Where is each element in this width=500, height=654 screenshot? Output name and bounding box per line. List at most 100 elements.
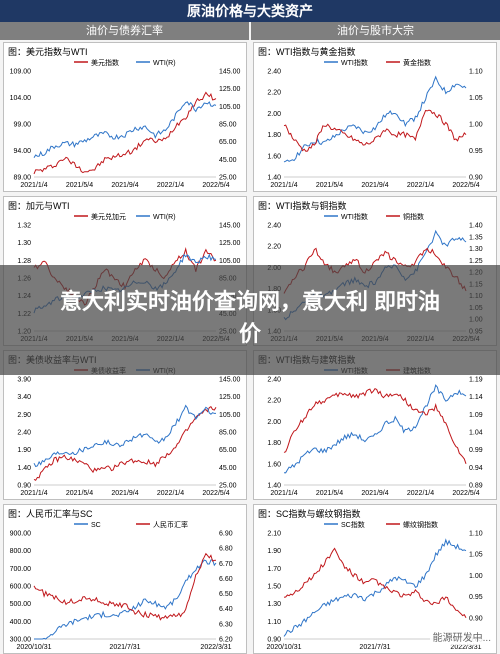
right-tick-label: 1.30 [469, 246, 483, 253]
left-tick-label: 2.20 [267, 90, 281, 97]
line-chart: WTI指数 黄金指数 1.40 1.60 1.80 2.00 2.20 2.40 0.90 0.9… [267, 58, 483, 189]
x-tick-label: 2022/5/4 [452, 182, 479, 189]
left-tick-label: 2.00 [267, 419, 281, 426]
right-tick-label: 1.04 [469, 430, 483, 437]
left-tick-label: 89.00 [13, 175, 31, 182]
legend-label: SC指数 [341, 520, 365, 529]
series-line-left [34, 559, 217, 640]
x-tick-label: 2021/5/4 [316, 490, 343, 497]
right-tick-label: 65.00 [219, 139, 237, 146]
series-line-left [33, 406, 217, 481]
legend-label: 美元兑加元 [91, 212, 126, 221]
page-title: 原油价格与大类资产 [0, 0, 500, 22]
left-tick-label: 1.40 [267, 175, 281, 182]
right-tick-label: 125.00 [219, 86, 241, 93]
x-tick-label: 2022/1/4 [407, 182, 434, 189]
line-chart: 美元指数 WTI(R) 89.00 94.00 99.00 104.00 109.00 25.… [10, 58, 241, 189]
x-tick-label: 2022/1/4 [407, 490, 434, 497]
x-tick-label: 2021/5/4 [316, 182, 343, 189]
right-tick-label: 6.20 [219, 637, 233, 644]
x-tick-label: 2021/1/4 [20, 490, 47, 497]
right-tick-label: 6.60 [219, 576, 233, 583]
left-tick-label: 3.40 [17, 394, 31, 401]
right-tick-label: 45.00 [219, 465, 237, 472]
right-tick-label: 1.00 [469, 573, 483, 580]
right-tick-label: 1.10 [469, 531, 483, 538]
right-tick-label: 1.14 [469, 394, 483, 401]
right-tick-label: 1.40 [469, 223, 483, 230]
legend-label: SC [91, 522, 101, 529]
right-tick-label: 1.09 [469, 412, 483, 419]
legend-label: WTI指数 [341, 58, 368, 67]
left-tick-label: 2.10 [267, 531, 281, 538]
left-tick-label: 1.70 [267, 566, 281, 573]
right-tick-label: 45.00 [219, 157, 237, 164]
chart-panel-p6: 图：WTI指数与建筑指数WTI指数建筑指数1.401.601.802.002.2… [253, 350, 497, 500]
x-tick-label: 2022/5/4 [202, 490, 229, 497]
line-chart: 美债收益率WTI(R)0.901.401.902.402.903.403.902… [17, 366, 241, 497]
series-line-left [33, 91, 217, 175]
right-tick-label: 125.00 [219, 394, 241, 401]
x-tick-label: 2022/5/4 [202, 182, 229, 189]
left-tick-label: 2.40 [267, 377, 281, 384]
chart-title: 图：加元与WTI [8, 201, 70, 211]
x-tick-label: 2021/5/4 [66, 490, 93, 497]
section-bonds-fx: 油价与债券汇率 [0, 22, 249, 40]
legend-label: WTI(R) [153, 60, 176, 67]
right-tick-label: 85.00 [219, 122, 237, 129]
legend-label: 人民币汇率 [153, 520, 188, 529]
left-tick-label: 1.10 [267, 619, 281, 626]
left-tick-label: 1.30 [267, 601, 281, 608]
left-tick-label: 1.60 [267, 153, 281, 160]
series-line-left [283, 384, 467, 474]
right-tick-label: 105.00 [219, 412, 241, 419]
x-tick-label: 2021/9/4 [361, 182, 388, 189]
left-tick-label: 2.40 [267, 69, 281, 76]
line-chart: SC 人民币汇率 300.00 400.00 500.00 600.00 700.00 800… [10, 520, 233, 651]
right-tick-label: 1.05 [469, 552, 483, 559]
right-tick-label: 145.00 [219, 69, 241, 76]
left-tick-label: 2.20 [267, 398, 281, 405]
right-tick-label: 1.10 [469, 69, 483, 76]
left-tick-label: 0.90 [267, 637, 281, 644]
left-tick-label: 2.40 [267, 223, 281, 230]
chart-title: 图：人民币汇率与SC [8, 509, 93, 519]
x-tick-label: 2020/10/31 [266, 644, 301, 651]
right-tick-label: 25.00 [219, 483, 237, 490]
right-tick-label: 105.00 [219, 258, 241, 265]
right-tick-label: 0.90 [469, 615, 483, 622]
right-tick-label: 105.00 [219, 104, 241, 111]
source-watermark: 能源研发中... [429, 628, 494, 645]
legend-label: 黄金指数 [403, 58, 431, 67]
right-tick-label: 1.35 [469, 234, 483, 241]
series-line-right [33, 404, 216, 468]
chart-title: 图：SC指数与螺纹钢指数 [258, 509, 361, 519]
series-line-left [283, 75, 467, 163]
legend-label: WTI(R) [153, 214, 176, 221]
series-line-right [283, 109, 467, 152]
left-tick-label: 104.00 [10, 95, 32, 102]
left-tick-label: 1.32 [17, 223, 31, 230]
left-tick-label: 99.00 [13, 122, 31, 129]
left-tick-label: 800.00 [10, 548, 32, 555]
left-tick-label: 0.90 [17, 483, 31, 490]
right-tick-label: 145.00 [219, 223, 241, 230]
left-tick-label: 3.90 [17, 377, 31, 384]
series-line-right [33, 552, 217, 621]
right-tick-label: 0.95 [469, 148, 483, 155]
chart-title: 图：WTI指数与黄金指数 [258, 47, 356, 57]
x-tick-label: 2021/9/4 [111, 182, 138, 189]
left-tick-label: 1.90 [267, 548, 281, 555]
chart-panel-p7: 图：人民币汇率与SC SC 人民币汇率 300.00 400.00 500.00 600.0… [3, 504, 247, 654]
legend-label: 美元指数 [91, 58, 119, 67]
right-tick-label: 6.50 [219, 591, 233, 598]
right-tick-label: 125.00 [219, 240, 241, 247]
chart-panel-p1: 图：美元指数与WTI 美元指数 WTI(R) 89.00 94.00 99.00 104.0… [3, 42, 247, 192]
left-tick-label: 2.00 [267, 111, 281, 118]
left-tick-label: 700.00 [10, 566, 32, 573]
x-tick-label: 2022/3/31 [450, 644, 481, 651]
right-tick-label: 6.30 [219, 621, 233, 628]
chart-panel-p2: 图：WTI指数与黄金指数 WTI指数 黄金指数 1.40 1.60 1.80 2.00 2.2… [253, 42, 497, 192]
left-tick-label: 600.00 [10, 584, 32, 591]
right-tick-label: 6.80 [219, 546, 233, 553]
